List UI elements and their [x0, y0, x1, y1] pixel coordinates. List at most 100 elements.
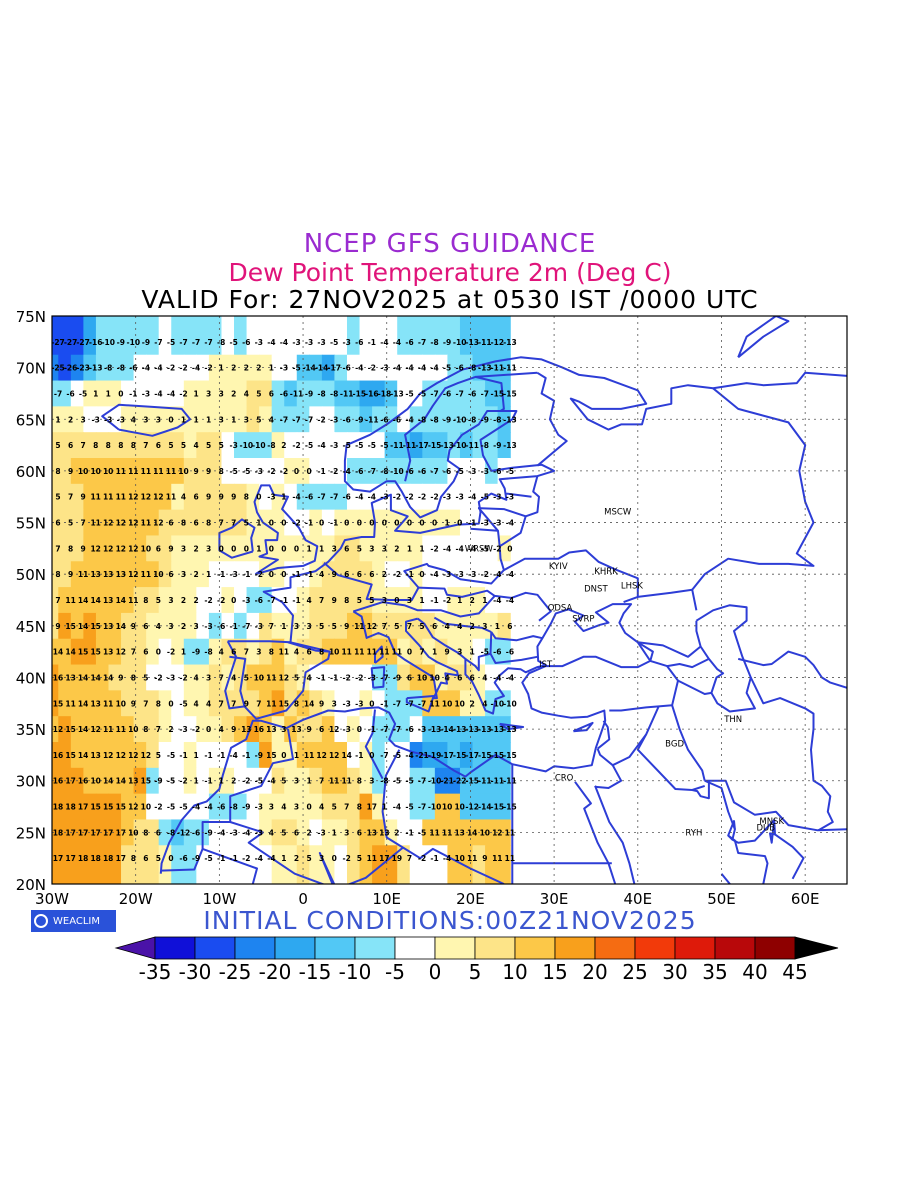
- field-cell: [271, 535, 285, 562]
- station-value: -3: [343, 699, 351, 708]
- station-value: -6: [393, 415, 401, 424]
- station-value: 7: [219, 519, 224, 528]
- field-cell: [146, 845, 160, 884]
- field-cell: [359, 819, 373, 846]
- field-cell: [296, 587, 310, 614]
- station-value: -1: [380, 699, 388, 708]
- station-value: -15: [478, 751, 492, 760]
- station-value: 6: [457, 674, 462, 683]
- field-cell: [221, 767, 235, 795]
- station-value: -4: [142, 364, 150, 373]
- field-cell: [397, 793, 411, 821]
- field-cell: [485, 690, 499, 717]
- field-cell: [133, 664, 147, 691]
- station-value: 11: [116, 725, 126, 734]
- station-value: 11: [329, 777, 339, 786]
- station-value: -13: [465, 725, 479, 734]
- coastline-segment: [364, 709, 384, 780]
- field-cell: [196, 587, 210, 614]
- station-value: -4: [267, 854, 275, 863]
- field-cell: [146, 509, 160, 537]
- field-cell: [158, 354, 172, 382]
- field-cell: [346, 587, 361, 614]
- station-value: -6: [405, 338, 413, 347]
- field-cell: [434, 819, 449, 846]
- station-value: -6: [217, 803, 225, 812]
- station-value: -8: [468, 415, 476, 424]
- coastline-segment: [704, 779, 847, 832]
- station-value: -6: [217, 622, 225, 631]
- station-value: -4: [493, 570, 501, 579]
- station-value: -2: [330, 467, 338, 476]
- field-cell: [372, 716, 386, 743]
- city-label: IST: [539, 660, 553, 670]
- field-cell: [434, 354, 449, 382]
- field-cell: [309, 664, 323, 691]
- station-value: 9: [319, 699, 324, 708]
- station-value: 5: [357, 544, 362, 553]
- coastline-segment: [573, 721, 594, 733]
- station-value: -2: [179, 674, 187, 683]
- field-cell: [309, 612, 323, 640]
- station-value: -5: [179, 699, 187, 708]
- station-value: -9: [443, 338, 451, 347]
- station-value: 4: [231, 674, 236, 683]
- field-cell: [171, 793, 185, 821]
- station-value: 1: [269, 364, 274, 373]
- field-cell: [133, 793, 147, 821]
- station-value: 11: [103, 699, 113, 708]
- station-value: -8: [380, 467, 388, 476]
- station-value: -13: [478, 364, 492, 373]
- station-value: 5: [332, 622, 337, 631]
- station-value: 10: [116, 699, 126, 708]
- coastline-segment: [609, 665, 679, 712]
- coastline-segment: [253, 484, 319, 576]
- station-value: 7: [156, 725, 161, 734]
- station-value: -14: [302, 364, 316, 373]
- station-value: 3: [369, 777, 374, 786]
- station-value: 11: [116, 467, 126, 476]
- field-cell: [146, 380, 160, 407]
- station-value: 10: [442, 699, 452, 708]
- station-value: 6: [507, 622, 512, 631]
- field-cell: [259, 432, 273, 459]
- station-value: 7: [269, 622, 274, 631]
- station-value: 2: [256, 364, 261, 373]
- field-cell: [434, 316, 449, 356]
- station-value: 4: [294, 648, 299, 657]
- station-value: -3: [230, 441, 238, 450]
- field-cell: [171, 638, 185, 666]
- field-cell: [259, 638, 273, 666]
- station-value: 6: [156, 544, 161, 553]
- field-cell: [196, 742, 210, 769]
- field-cell: [70, 432, 84, 459]
- field-cell: [171, 845, 185, 884]
- station-value: 12: [128, 544, 138, 553]
- station-value: 1: [193, 777, 198, 786]
- station-value: -4: [393, 364, 401, 373]
- station-value: 8: [55, 467, 60, 476]
- station-value: 13: [90, 570, 100, 579]
- field-cell: [146, 819, 160, 846]
- station-value: -3: [230, 828, 238, 837]
- station-value: 9: [131, 622, 136, 631]
- station-value: -13: [440, 441, 454, 450]
- station-value: -6: [66, 390, 74, 399]
- station-value: 11: [379, 648, 389, 657]
- field-cell: [158, 458, 172, 485]
- station-value: -2: [179, 390, 187, 399]
- station-value: 11: [141, 519, 151, 528]
- station-value: 3: [294, 777, 299, 786]
- field-cell: [121, 587, 135, 614]
- field-cell: [133, 561, 147, 588]
- field-cell: [409, 819, 423, 846]
- field-cell: [321, 742, 336, 769]
- station-value: 0: [269, 570, 274, 579]
- field-cell: [221, 638, 235, 666]
- field-cell: [121, 612, 135, 640]
- field-cell: [83, 535, 97, 562]
- field-cell: [95, 380, 110, 407]
- station-value: 5: [156, 751, 161, 760]
- station-value: 15: [266, 751, 276, 760]
- coastline-segment: [202, 847, 258, 884]
